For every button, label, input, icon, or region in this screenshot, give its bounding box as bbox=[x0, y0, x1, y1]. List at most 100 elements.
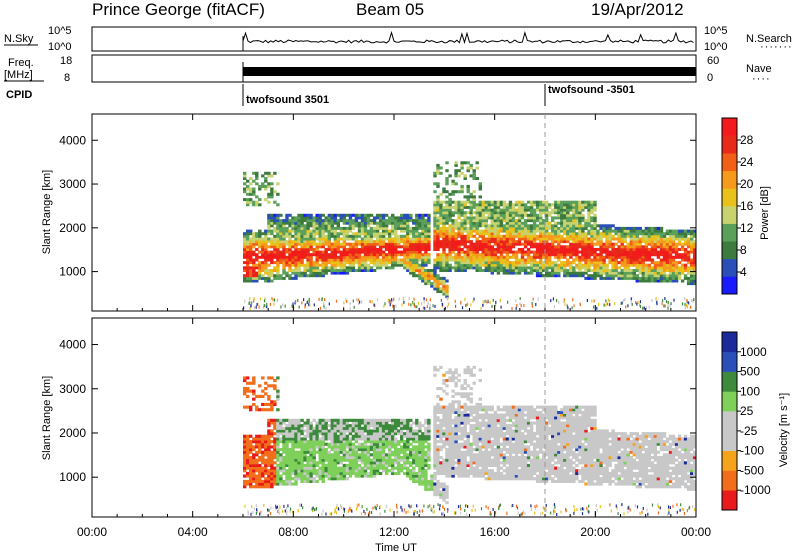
velocity-cell bbox=[412, 451, 415, 454]
power-cell bbox=[491, 201, 494, 204]
power-cell bbox=[530, 203, 533, 206]
power-cell bbox=[294, 274, 297, 277]
power-cell bbox=[512, 203, 515, 206]
power-cell bbox=[590, 209, 593, 212]
power-cell bbox=[288, 277, 291, 280]
power-cell bbox=[593, 214, 596, 217]
power-cell bbox=[270, 193, 273, 196]
power-cell bbox=[421, 272, 424, 275]
power-cell bbox=[427, 272, 430, 275]
power-cell bbox=[282, 243, 285, 246]
power-cell bbox=[439, 282, 442, 285]
power-cell bbox=[512, 227, 515, 230]
velocity-cell bbox=[243, 387, 246, 390]
power-cell bbox=[581, 274, 584, 277]
power-cell bbox=[500, 222, 503, 225]
velocity-cell bbox=[334, 437, 337, 440]
power-cell bbox=[376, 248, 379, 251]
velocity-cell bbox=[421, 480, 424, 483]
velocity-cell bbox=[418, 437, 421, 440]
power-cell bbox=[454, 235, 457, 238]
power-cell bbox=[316, 230, 319, 233]
power-cell bbox=[319, 259, 322, 262]
power-cell bbox=[313, 253, 316, 256]
velocity-cell bbox=[270, 406, 273, 409]
power-cell bbox=[485, 201, 488, 204]
power-cell bbox=[599, 243, 602, 246]
power-cell bbox=[285, 216, 288, 219]
power-cell bbox=[593, 277, 596, 280]
power-cell bbox=[282, 230, 285, 233]
power-noise bbox=[532, 302, 533, 305]
power-cell bbox=[267, 185, 270, 188]
power-noise bbox=[691, 299, 692, 302]
power-cell bbox=[282, 232, 285, 235]
power-cell bbox=[309, 269, 312, 272]
power-cell bbox=[488, 264, 491, 267]
power-cell bbox=[551, 266, 554, 269]
power-cell bbox=[596, 253, 599, 256]
power-cell bbox=[536, 269, 539, 272]
power-cell bbox=[518, 216, 521, 219]
power-cell bbox=[575, 264, 578, 267]
velocity-cell bbox=[364, 451, 367, 454]
power-cell bbox=[421, 238, 424, 241]
power-cell bbox=[364, 216, 367, 219]
power-cell bbox=[633, 235, 636, 238]
power-cell bbox=[575, 232, 578, 235]
power-cell bbox=[554, 261, 557, 264]
power-cell bbox=[309, 224, 312, 227]
power-cell bbox=[328, 269, 331, 272]
power-cell bbox=[370, 261, 373, 264]
power-cell bbox=[267, 256, 270, 259]
power-noise bbox=[295, 300, 296, 303]
power-cell bbox=[246, 266, 249, 269]
power-noise bbox=[447, 297, 448, 300]
power-cell bbox=[503, 201, 506, 204]
velocity-cell bbox=[361, 443, 364, 446]
power-cell bbox=[615, 251, 618, 254]
power-cell bbox=[539, 214, 542, 217]
power-cell bbox=[309, 214, 312, 217]
power-cell bbox=[648, 264, 651, 267]
velocity-cell bbox=[352, 427, 355, 430]
power-cell bbox=[527, 201, 530, 204]
velocity-cell bbox=[270, 480, 273, 483]
velocity-cell bbox=[415, 451, 418, 454]
power-cell bbox=[491, 224, 494, 227]
velocity-cell bbox=[382, 419, 385, 422]
power-cell bbox=[313, 272, 316, 275]
power-cell bbox=[566, 272, 569, 275]
power-cell bbox=[442, 206, 445, 209]
velocity-cell bbox=[334, 427, 337, 430]
power-cell bbox=[479, 266, 482, 269]
power-cell bbox=[545, 240, 548, 243]
power-cell bbox=[442, 201, 445, 204]
power-cell bbox=[343, 256, 346, 259]
power-cell bbox=[500, 216, 503, 219]
velocity-cell bbox=[319, 451, 322, 454]
power-cell bbox=[279, 261, 282, 264]
power-cell bbox=[482, 209, 485, 212]
power-cell bbox=[672, 240, 675, 243]
power-cell bbox=[306, 219, 309, 222]
power-cell bbox=[343, 243, 346, 246]
power-cell bbox=[627, 269, 630, 272]
power-cell bbox=[657, 227, 660, 230]
power-cell bbox=[636, 280, 639, 283]
power-cell bbox=[669, 235, 672, 238]
power-cell bbox=[243, 266, 246, 269]
velocity-cell bbox=[249, 390, 252, 393]
power-cell bbox=[258, 256, 261, 259]
power-cell bbox=[249, 232, 252, 235]
power-cell bbox=[288, 245, 291, 248]
power-cell bbox=[506, 259, 509, 262]
power-cell bbox=[288, 222, 291, 225]
power-cell bbox=[681, 235, 684, 238]
power-cell bbox=[270, 251, 273, 254]
power-cell bbox=[243, 280, 246, 283]
power-cell bbox=[509, 201, 512, 204]
power-cell bbox=[482, 232, 485, 235]
power-cell bbox=[479, 269, 482, 272]
power-cell bbox=[352, 245, 355, 248]
